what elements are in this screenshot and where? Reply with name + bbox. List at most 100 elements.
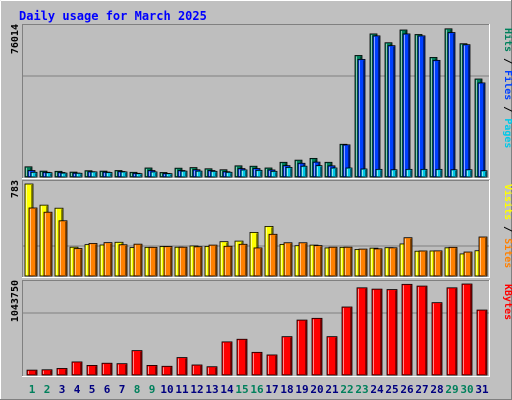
bar-kbytes-9-shade [155,366,157,374]
bar-hits-11-highlight [176,169,177,176]
bar-kbytes-20 [311,317,323,376]
bar-hits-9-highlight [146,168,147,176]
bar-sites-26-fill [403,237,413,277]
bar-sites-16-fill [253,247,263,277]
bar-kbytes-26-shade [410,285,412,374]
bar-kbytes-22 [341,306,353,376]
bar-visits-16-highlight [251,233,252,275]
bar-pages-22-shade [350,168,352,176]
bar-visits-22-highlight [341,248,342,275]
day-label-19: 19 [295,383,308,396]
bar-pages-27-shade [425,170,427,176]
bar-pages-30-shade [470,170,472,176]
bar-pages-13-fill [210,170,218,178]
bar-sites-31 [478,236,488,277]
bar-sites-14-highlight [225,247,226,275]
bar-pages-1-shade [35,173,37,176]
bar-sites-8-shade [140,245,142,275]
bar-pages-1-highlight [32,173,33,176]
bar-pages-2-shade [50,173,52,176]
bar-files-26 [402,33,411,178]
bar-pages-27-fill [420,168,428,178]
bar-visits-6-highlight [101,245,102,275]
bar-sites-14-fill [223,245,233,277]
bar-files-22-shade [348,145,350,176]
bar-kbytes-11 [176,357,188,376]
bar-kbytes-1-shade [35,371,37,374]
bar-sites-13-shade [215,246,217,275]
bar-sites-17 [268,233,278,277]
bar-sites-4 [73,248,83,277]
bar-kbytes-11-highlight [178,358,179,374]
bar-files-19-highlight [299,164,300,176]
bar-kbytes-27-shade [425,287,427,374]
bar-hits-5-highlight [86,171,87,176]
bar-sites-15 [238,243,248,277]
bar-files-31-highlight [479,83,480,176]
day-label-16: 16 [250,383,264,396]
bar-files-18-highlight [284,166,285,176]
bar-pages-20 [315,165,323,178]
bar-pages-25-highlight [392,170,393,176]
bar-sites-7 [118,244,128,277]
bar-hits-13-highlight [206,169,207,176]
bar-pages-26-shade [410,170,412,176]
bar-pages-9-highlight [152,172,153,176]
bar-hits-3-highlight [56,172,57,176]
bar-kbytes-25-fill [386,289,398,376]
bar-kbytes-5 [86,365,98,376]
bar-sites-26-highlight [405,238,406,275]
bar-sites-22 [343,246,353,277]
bar-sites-23-highlight [360,250,361,275]
bar-pages-26-highlight [407,170,408,176]
bar-pages-10-fill [165,173,173,178]
bar-pages-29 [450,169,458,178]
bar-pages-28-shade [440,170,442,176]
bar-kbytes-9 [146,365,158,376]
bar-sites-25-highlight [390,248,391,275]
bar-kbytes-31 [476,309,488,376]
bar-pages-15-highlight [242,170,243,176]
bar-pages-3-shade [65,174,67,176]
bar-kbytes-12-fill [191,364,203,376]
bar-sites-10-shade [170,247,172,275]
bar-pages-17-highlight [272,172,273,176]
bar-kbytes-20-highlight [313,319,314,374]
bar-pages-30 [465,169,473,178]
bar-visits-25-highlight [386,248,387,275]
bar-sites-18 [283,242,293,277]
bar-pages-6 [105,172,113,178]
bar-kbytes-2-highlight [43,370,44,374]
bar-pages-25 [390,169,398,178]
bar-sites-24-highlight [375,249,376,275]
bar-sites-22-shade [350,248,352,275]
bar-pages-7-shade [125,172,127,176]
bar-files-30 [462,44,471,178]
bar-files-24-shade [378,36,380,176]
bar-sites-25-shade [395,248,397,275]
bar-pages-11-shade [185,172,187,176]
bar-sites-5-shade [95,244,97,275]
bar-kbytes-27 [416,285,428,376]
bar-files-28 [432,59,441,178]
legend-separator: / [502,52,512,70]
bar-files-7-highlight [119,172,120,176]
bar-pages-17 [270,170,278,178]
bar-sites-27-shade [425,251,427,275]
bar-pages-4 [75,172,83,178]
bar-sites-15-fill [238,243,248,277]
bar-kbytes-19-shade [305,321,307,374]
bar-sites-9 [148,246,158,277]
bar-pages-17-fill [270,170,278,178]
bar-sites-30-fill [463,251,473,277]
bar-kbytes-6-shade [110,364,112,374]
bar-pages-3-fill [60,172,68,178]
legend-kbytes: KBytes [502,284,512,320]
bar-visits-3-highlight [56,209,57,275]
bar-sites-27-fill [418,250,428,277]
bar-sites-2-highlight [45,213,46,275]
bar-sites-24-shade [380,249,382,275]
bar-hits-22-highlight [341,145,342,176]
bar-hits-31-highlight [476,79,477,176]
bar-pages-13 [210,170,218,178]
